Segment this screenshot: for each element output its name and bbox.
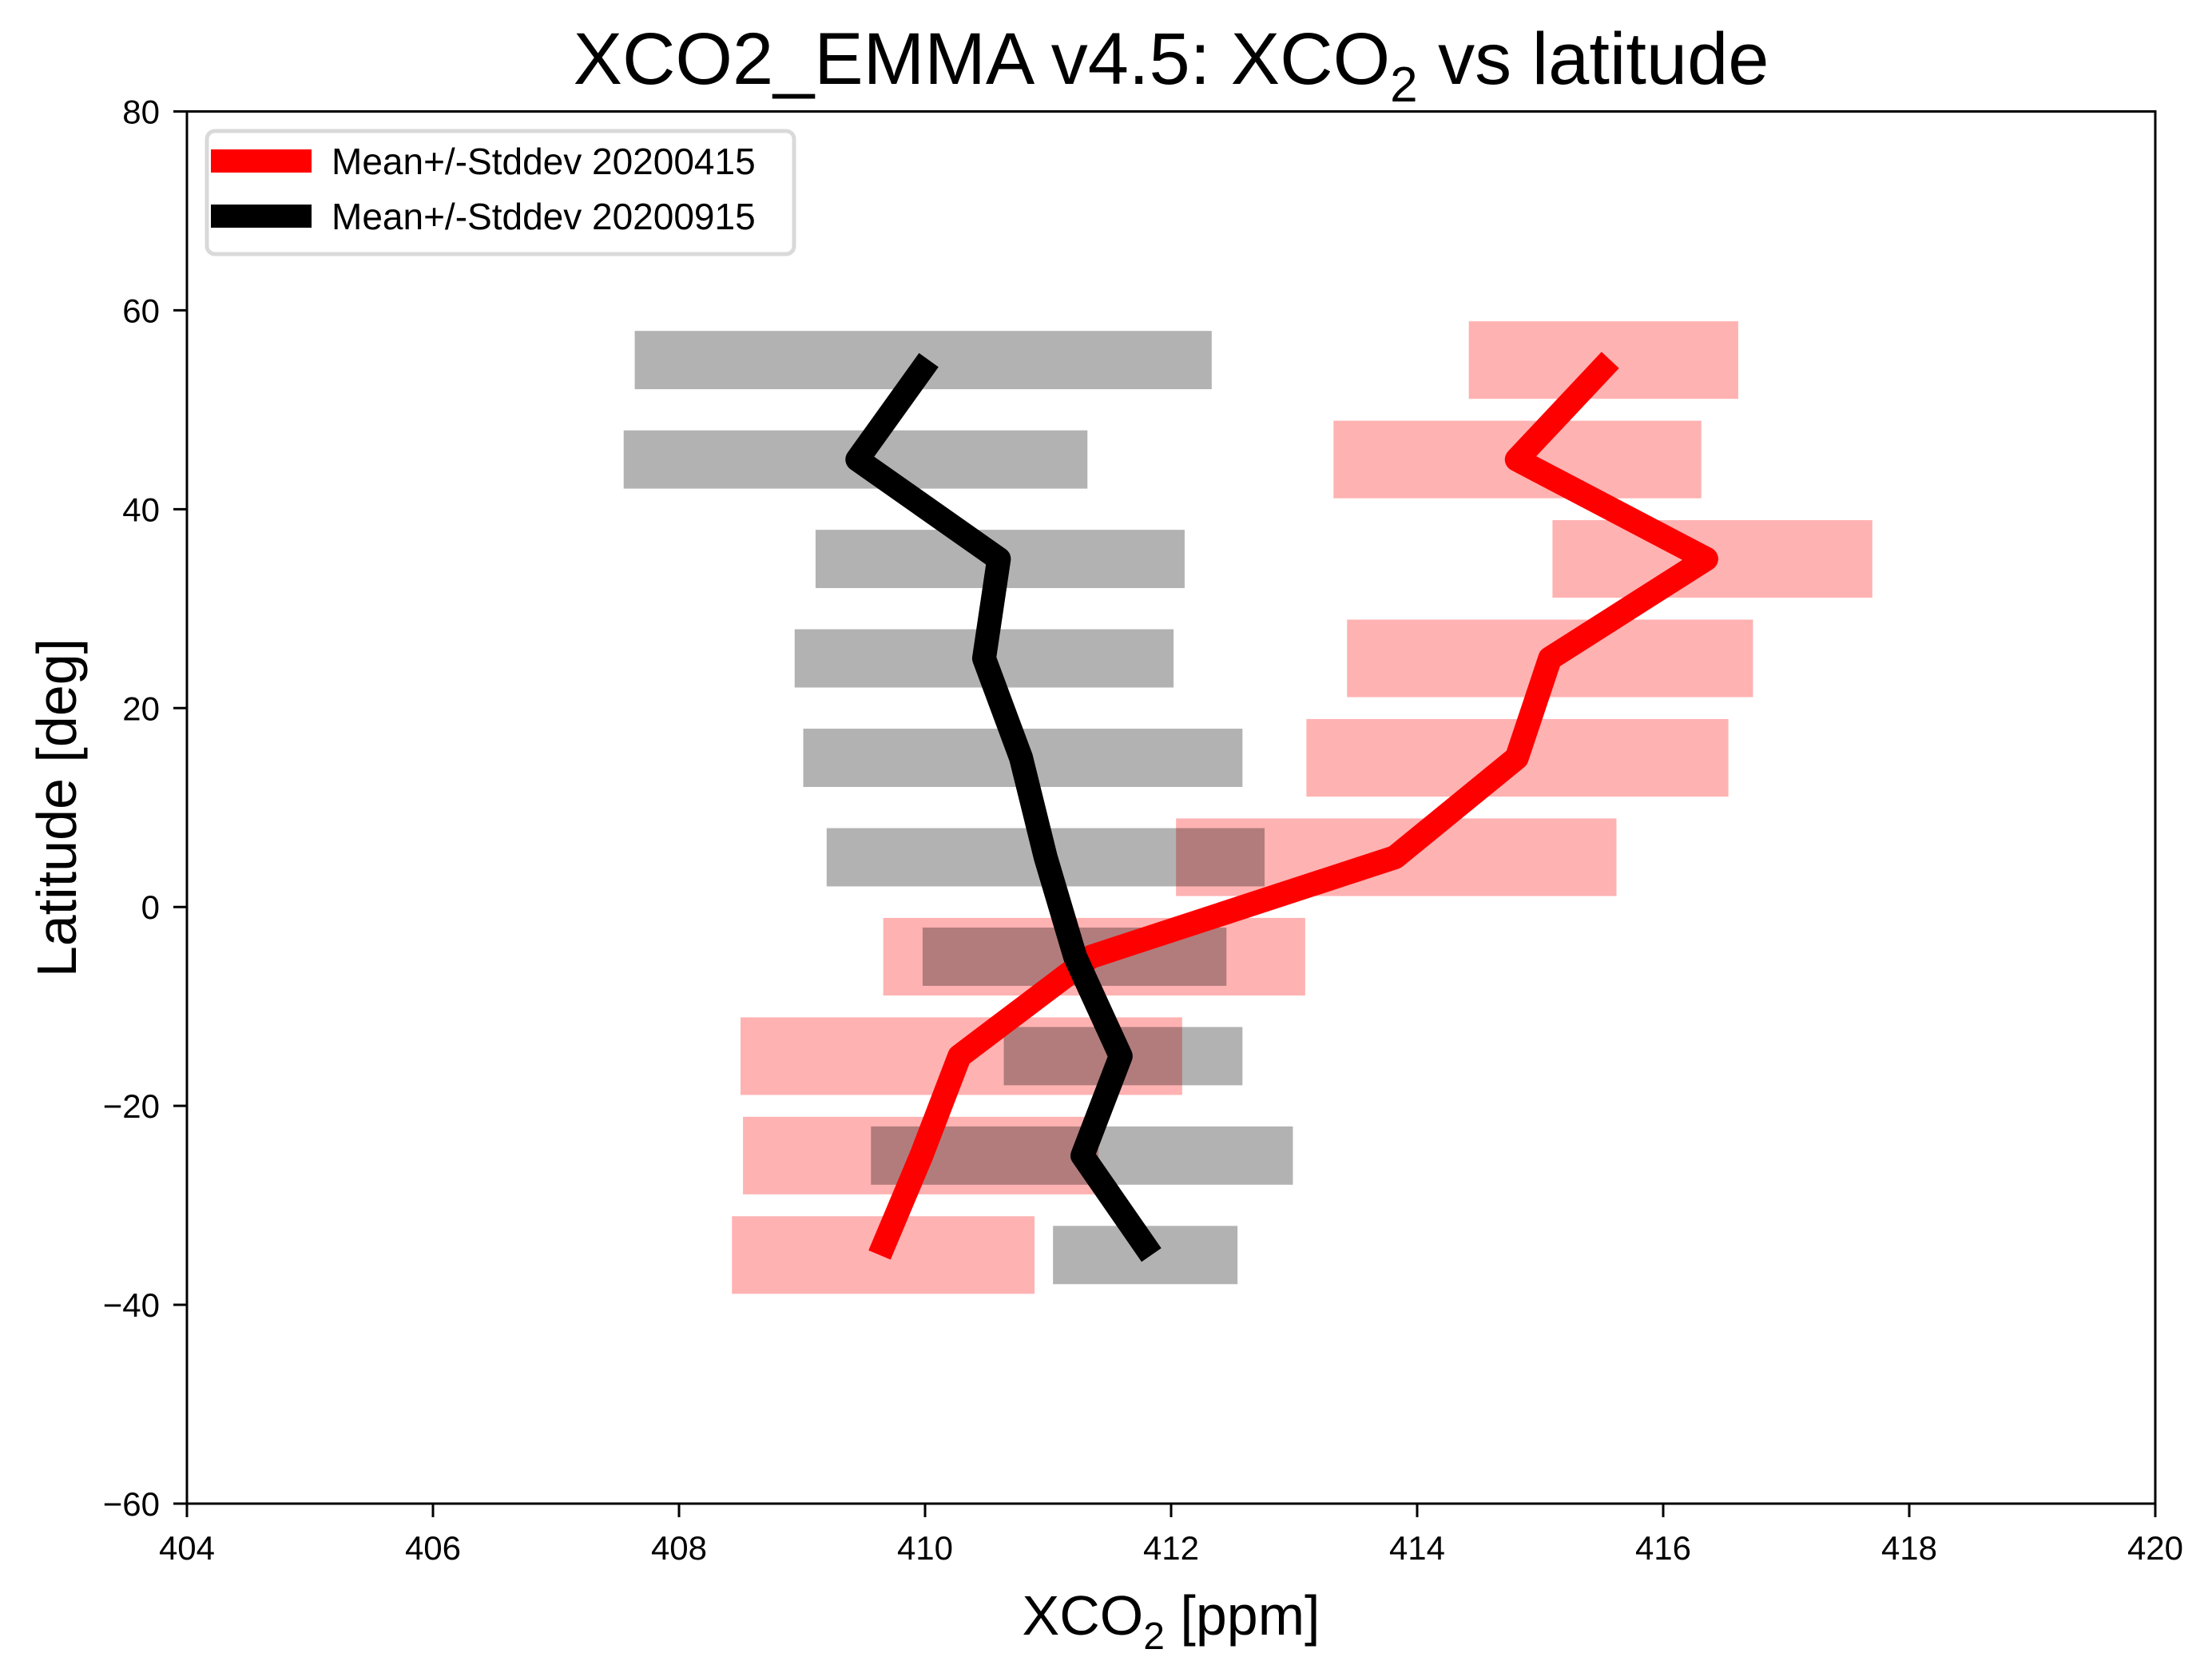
x-tick-label: 414 (1389, 1529, 1445, 1567)
x-tick-label: 418 (1881, 1529, 1937, 1567)
x-axis-label: XCO2 [ppm] (1023, 1584, 1320, 1658)
x-tick-label: 408 (651, 1529, 707, 1567)
legend-label-20200915: Mean+/-Stddev 20200915 (332, 196, 756, 237)
mean-line (868, 352, 1718, 1260)
legend-swatch-black (211, 205, 312, 228)
legend-label-20200415: Mean+/-Stddev 20200415 (332, 141, 756, 182)
y-tick-label: −60 (103, 1485, 160, 1523)
x-axis-ticks: 404 406 408 410 412 414 416 418 420 (159, 1504, 2183, 1567)
y-tick-label: 80 (122, 93, 160, 131)
legend-swatch-red (211, 149, 312, 173)
mean-lines (845, 352, 1718, 1262)
y-tick-label: −20 (103, 1087, 160, 1125)
mean-line (845, 352, 1162, 1262)
y-tick-label: 20 (122, 689, 160, 727)
legend: Mean+/-Stddev 20200415 Mean+/-Stddev 202… (205, 129, 796, 256)
plot-area (623, 321, 1872, 1294)
y-axis-label: Latitude [deg] (26, 638, 88, 977)
y-tick-label: −40 (103, 1286, 160, 1324)
x-tick-label: 416 (1635, 1529, 1691, 1567)
y-axis-ticks: −60 −40 −20 0 20 40 60 80 (103, 93, 187, 1523)
x-tick-label: 420 (2127, 1529, 2183, 1567)
x-tick-label: 406 (405, 1529, 461, 1567)
x-tick-label: 412 (1143, 1529, 1199, 1567)
legend-box (205, 129, 796, 256)
x-tick-label: 410 (897, 1529, 953, 1567)
chart-title: XCO2_EMMA v4.5: XCO2 vs latitude (574, 18, 1769, 113)
y-tick-label: 0 (141, 888, 160, 926)
y-tick-label: 60 (122, 292, 160, 329)
x-tick-label: 404 (159, 1529, 215, 1567)
y-tick-label: 40 (122, 491, 160, 528)
